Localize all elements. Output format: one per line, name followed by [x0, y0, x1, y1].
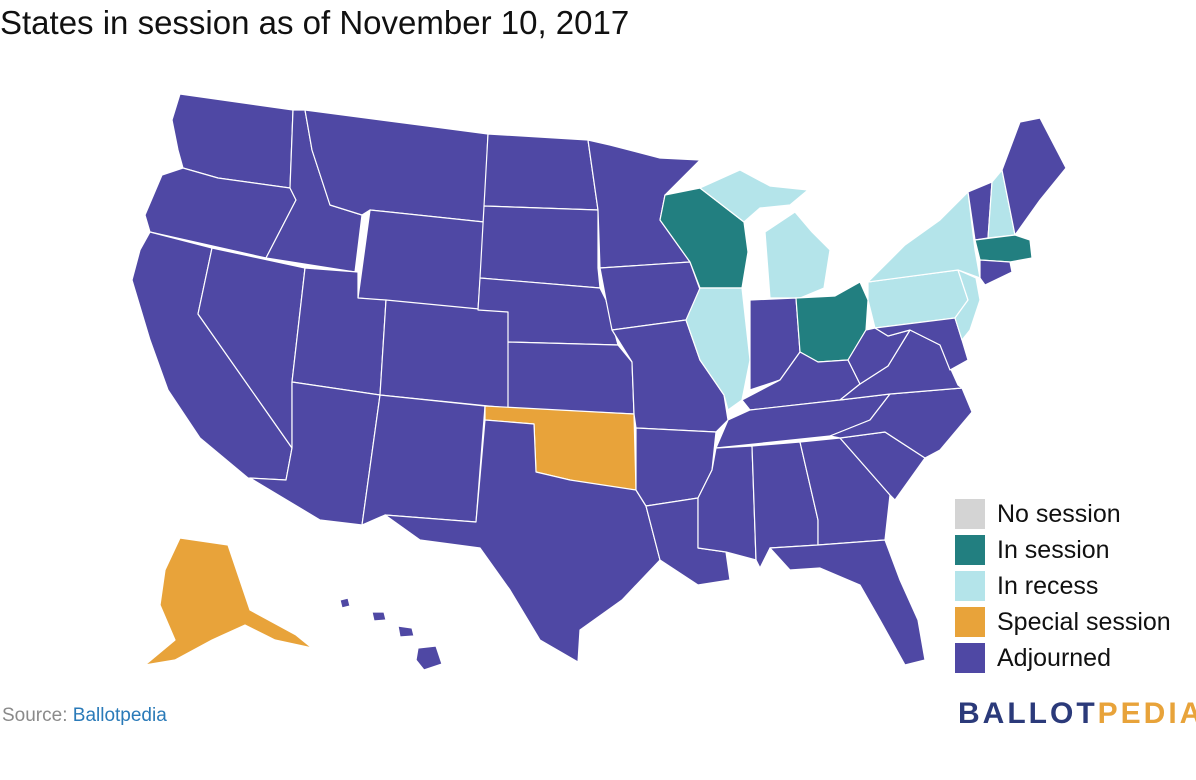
legend-label: No session — [997, 499, 1121, 528]
state-alaska[interactable] — [144, 537, 313, 666]
state-massachusetts[interactable] — [974, 234, 1033, 263]
legend-item: No session — [955, 496, 1171, 532]
source-credit: Source: Ballotpedia — [2, 705, 167, 727]
map-title: States in session as of November 10, 201… — [0, 4, 630, 41]
legend-swatch-special-session — [955, 607, 985, 637]
state-new-mexico[interactable] — [361, 394, 486, 526]
state-hawaii[interactable] — [339, 597, 443, 671]
state-connecticut[interactable] — [979, 259, 1013, 286]
state-colorado[interactable] — [379, 299, 511, 409]
map-legend: No session In session In recess Special … — [955, 496, 1171, 676]
legend-label: Special session — [997, 607, 1171, 636]
legend-item: Special session — [955, 604, 1171, 640]
state-florida[interactable] — [769, 539, 926, 666]
logo-part-pedia: PEDIA — [1097, 697, 1196, 730]
legend-item: Adjourned — [955, 640, 1171, 676]
state-wyoming[interactable] — [357, 209, 485, 311]
state-illinois[interactable] — [685, 287, 751, 411]
legend-item: In session — [955, 532, 1171, 568]
legend-label: In recess — [997, 571, 1099, 600]
legend-swatch-in-recess — [955, 571, 985, 601]
legend-swatch-no-session — [955, 499, 985, 529]
state-new-york[interactable] — [867, 191, 981, 283]
legend-swatch-in-session — [955, 535, 985, 565]
state-north-dakota[interactable] — [483, 133, 599, 211]
source-prefix: Source: — [2, 705, 73, 726]
legend-label: In session — [997, 535, 1110, 564]
state-kansas[interactable] — [507, 341, 635, 415]
logo-part-ballot: BALLOT — [958, 697, 1098, 730]
state-montana[interactable] — [304, 109, 489, 223]
state-texas[interactable] — [384, 419, 661, 663]
state-new-jersey[interactable] — [954, 269, 981, 341]
state-michigan[interactable] — [764, 211, 831, 299]
ballotpedia-logo[interactable]: BALLOTPEDIA — [958, 697, 1196, 731]
legend-item: In recess — [955, 568, 1171, 604]
state-maine[interactable] — [1001, 117, 1067, 236]
legend-label: Adjourned — [997, 643, 1111, 672]
legend-swatch-adjourned — [955, 643, 985, 673]
source-link[interactable]: Ballotpedia — [72, 705, 167, 726]
state-south-dakota[interactable] — [479, 205, 601, 289]
state-michigan-upper[interactable] — [699, 169, 809, 223]
